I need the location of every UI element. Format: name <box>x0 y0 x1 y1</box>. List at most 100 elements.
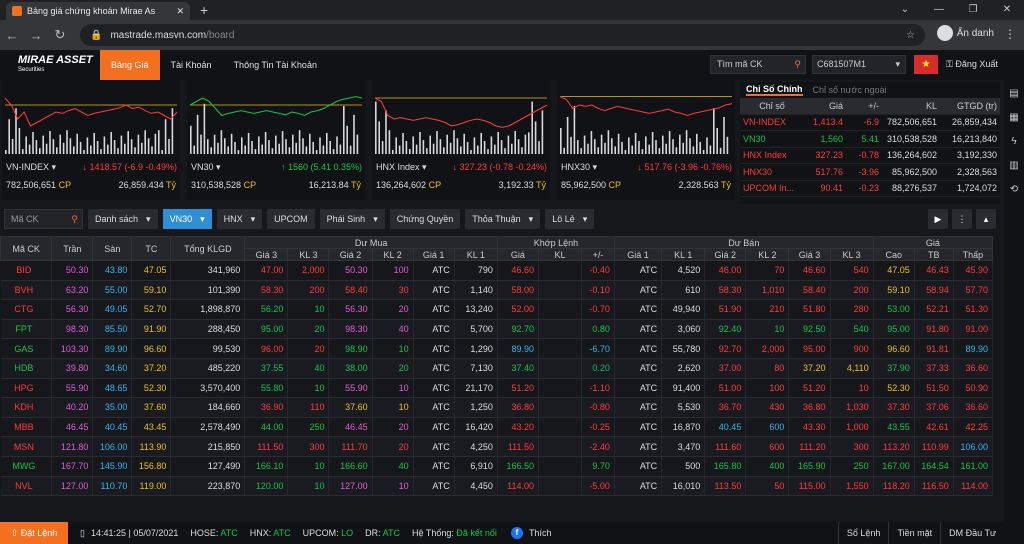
price-cell: 210 <box>745 299 790 320</box>
search-icon[interactable]: ⚲ <box>794 59 801 69</box>
symbol-cell[interactable]: KDH <box>0 397 53 418</box>
list-dropdown[interactable]: Danh sách ▾ <box>88 209 158 229</box>
derivatives-dropdown[interactable]: Phái Sinh ▾ <box>319 209 385 229</box>
index-row[interactable]: VN-INDEX 1,413.4 -6.9 782,506,651 26,859,434 <box>740 115 1000 131</box>
bolt-icon[interactable]: ϟ <box>1011 136 1017 147</box>
table-row[interactable]: NVL 127.00 110.70 119.00 223,870 120.00 10 127.… <box>0 476 994 497</box>
symbol-cell[interactable]: MWG <box>0 456 53 477</box>
new-tab-icon[interactable]: + <box>200 2 209 18</box>
browser-tab[interactable]: Bảng giá chứng khoán Mirae As ✕ <box>6 2 190 20</box>
upcom-button[interactable]: UPCOM <box>267 209 315 229</box>
table-row[interactable]: FPT 98.30 85.50 91.90 288,450 95.00 20 98.30 40 A… <box>0 319 994 340</box>
putthrough-dropdown[interactable]: Thỏa Thuận ▾ <box>465 209 541 229</box>
upcom-label: UPCOM: <box>302 528 339 538</box>
chart-icon[interactable]: ▥ <box>1009 160 1019 171</box>
price-cell: ATC <box>614 299 663 320</box>
price-cell: 51.50 <box>914 378 954 399</box>
chart-3[interactable]: HNX30 ▾ ↓ 517.76 (-3.96 -0.76%) 85,962,5… <box>557 80 735 200</box>
more-options-icon[interactable]: ⋮ <box>952 209 972 229</box>
volume-bar <box>409 149 411 154</box>
forward-icon[interactable]: → <box>29 27 43 43</box>
warrants-button[interactable]: Chứng Quyền <box>389 209 461 229</box>
tab-search-icon[interactable]: ⌄ <box>900 4 910 15</box>
mirae-logo[interactable]: MIRAE ASSET Securities <box>0 55 100 75</box>
reload-icon[interactable]: ↻ <box>54 27 66 42</box>
profile-button[interactable]: Ẩn danh <box>936 25 994 41</box>
symbol-cell[interactable]: NVL <box>0 476 53 497</box>
tab-account[interactable]: Tài Khoản <box>170 60 212 70</box>
index-row[interactable]: HNX30 517.76 -3.96 85,962,500 2,328,563 <box>740 164 1000 181</box>
order-book-button[interactable]: Sổ Lệnh <box>837 522 889 544</box>
volume-bar <box>144 130 146 154</box>
hnx-value: ATC <box>273 528 291 538</box>
notes-icon[interactable]: ▦ <box>1009 112 1019 123</box>
chart-0[interactable]: VN-INDEX ▾ ↓ 1418.57 (-6.9 -0.49%) 782,5… <box>2 80 180 200</box>
stock-code-input[interactable]: Mã CK ⚲ <box>4 209 83 229</box>
table-row[interactable]: HPG 55.90 48.65 52.30 3,570,400 55.80 10 55.90 1… <box>0 378 994 399</box>
vn30-dropdown[interactable]: VN30 ▾ <box>162 209 212 229</box>
chart-name: HNX Index ▾ <box>376 162 427 172</box>
symbol-cell[interactable]: MBB <box>0 417 53 438</box>
price-cell: 166.10 <box>244 456 289 477</box>
index-row[interactable]: VN30 1,560 5.41 310,538,528 16,213,840 <box>740 131 1000 148</box>
tab-account-info[interactable]: Thông Tin Tài Khoản <box>233 60 317 70</box>
symbol-cell[interactable]: MSN <box>0 436 53 457</box>
watchlist-icon[interactable]: ▤ <box>1009 88 1019 99</box>
symbol-cell[interactable]: HDB <box>0 358 53 379</box>
minimize-icon[interactable]: — <box>934 4 944 15</box>
symbol-cell[interactable]: FPT <box>0 319 53 340</box>
symbol-cell[interactable]: BVH <box>0 280 53 301</box>
like-button[interactable]: Thích <box>528 528 552 538</box>
chart-2[interactable]: HNX Index ▾ ↓ 327.23 (-0.78 -0.24%) 136,… <box>372 80 550 200</box>
maximize-icon[interactable]: ❐ <box>968 4 978 15</box>
collapse-icon[interactable]: ▴ <box>976 209 996 229</box>
price-cell: 4,450 <box>454 476 498 497</box>
logout-button[interactable]: ⚿ Đăng Xuất <box>946 55 998 74</box>
chart-1[interactable]: VN30 ▾ ↑ 1560 (5.41 0.35%) 310,538,528 C… <box>187 80 365 200</box>
table-row[interactable]: BID 50.30 43.80 47.05 341,960 47.00 2,000 50.30… <box>0 260 994 281</box>
back-icon[interactable]: ← <box>5 27 19 43</box>
index-row[interactable]: UPCOM In... 90.41 -0.23 88,276,537 1,724,072 <box>740 181 1000 197</box>
price-cell: 47.05 <box>873 260 915 281</box>
hnx-dropdown[interactable]: HNX ▾ <box>216 209 263 229</box>
language-flag-icon[interactable]: ★ <box>914 55 938 74</box>
tab-foreign-indices[interactable]: Chỉ số nước ngoài <box>812 85 887 95</box>
symbol-cell[interactable]: CTG <box>0 299 53 320</box>
close-window-icon[interactable]: ✕ <box>1002 4 1012 15</box>
bookmark-star-icon[interactable]: ☆ <box>906 29 915 41</box>
table-row[interactable]: MBB 46.45 40.45 43.45 2,578,490 44.00 250 46.45… <box>0 417 994 438</box>
price-cell: 540 <box>830 260 874 281</box>
history-icon[interactable]: ⟲ <box>1009 184 1019 195</box>
oddlot-dropdown[interactable]: Lô Lẻ ▾ <box>545 209 595 229</box>
url-field[interactable]: 🔒 mastrade.masvn.com/board ☆ <box>80 24 925 46</box>
facebook-icon[interactable]: f <box>510 527 523 539</box>
symbol-cell[interactable]: BID <box>0 260 53 281</box>
account-select[interactable]: C681507M1 ▾ <box>812 55 906 74</box>
tab-price-board[interactable]: Bảng Giá <box>100 50 160 80</box>
volume-bar <box>312 141 314 154</box>
col-value: GTGD (tr) <box>957 100 997 111</box>
symbol-cell[interactable]: HPG <box>0 378 53 399</box>
price-cell: 200 <box>287 280 330 301</box>
symbol-cell[interactable]: GAS <box>0 338 53 359</box>
tab-main-indices[interactable]: Chỉ Số Chính <box>746 84 803 96</box>
table-row[interactable]: BVH 63.20 55.00 59.10 101,390 58.30 200 58.40 30… <box>0 280 994 301</box>
play-icon[interactable]: ▶ <box>928 209 948 229</box>
browser-menu-icon[interactable]: ⋮ <box>1004 27 1016 41</box>
place-order-button[interactable]: ⇧ Đặt Lệnh <box>0 522 68 544</box>
table-row[interactable]: MWG 167.70 145.90 156.80 127,490 166.10 10 166.… <box>0 456 994 477</box>
table-row[interactable]: MSN 121.80 106.00 113.90 215,850 111.50 300 111… <box>0 436 994 457</box>
table-row[interactable]: HDB 39.80 34.60 37.20 485,220 37.55 40 38.00 20 A… <box>0 358 994 379</box>
portfolio-button[interactable]: DM Đầu Tư <box>940 522 1004 544</box>
search-icon[interactable]: ⚲ <box>71 214 78 224</box>
cash-button[interactable]: Tiền mặt <box>888 522 940 544</box>
index-row[interactable]: HNX Index 327.23 -0.78 136,264,602 3,192,330 <box>740 148 1000 164</box>
symbol-search-input[interactable]: Tìm mã CK ⚲ <box>710 55 806 74</box>
price-cell: 55.90 <box>51 378 94 399</box>
table-row[interactable]: KDH 40.20 35.00 37.60 184,660 36.90 110 37.60 10… <box>0 397 994 418</box>
tab-close-icon[interactable]: ✕ <box>176 5 184 16</box>
volume-bar <box>247 132 250 154</box>
table-row[interactable]: CTG 56.30 49.05 52.70 1,898,870 56.20 10 56.30 2… <box>0 299 994 320</box>
table-row[interactable]: GAS 103.30 89.90 96.60 99,530 96.00 20 98.90 10 A… <box>0 338 994 359</box>
price-cell: 35.00 <box>92 397 133 418</box>
